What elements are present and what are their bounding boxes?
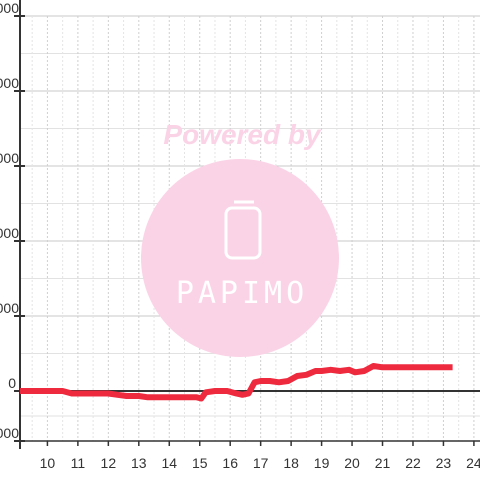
- y-tick-label: 90,000: [0, 150, 19, 166]
- series-line: [20, 363, 453, 402]
- x-tick-label: 12: [101, 455, 117, 471]
- x-tick-label: 22: [405, 455, 421, 471]
- x-tick-label: 20: [344, 455, 360, 471]
- x-tick-label: 15: [192, 455, 208, 471]
- x-tick-label: 24: [466, 455, 480, 471]
- x-tick-label: 21: [375, 455, 391, 471]
- x-tick-label: 16: [222, 455, 238, 471]
- watermark-powered-by: Powered by: [163, 119, 322, 150]
- x-tick-label: 18: [283, 455, 299, 471]
- phone-icon: [224, 200, 262, 260]
- y-tick-label: 30,000: [0, 300, 19, 316]
- x-tick-label: 13: [131, 455, 147, 471]
- y-tick-label: 0: [8, 375, 16, 391]
- y-tick-label: 150,000: [0, 0, 19, 16]
- x-tick-label: 17: [253, 455, 269, 471]
- watermark-brand: PAPIMO: [176, 276, 308, 311]
- watermark: Powered by PAPIMO: [141, 119, 339, 357]
- y-tick-label: 60,000: [0, 225, 19, 241]
- x-tick-label: 14: [161, 455, 177, 471]
- y-tick-label: -20,000: [0, 425, 19, 441]
- x-tick-label: 23: [436, 455, 452, 471]
- x-tick-label: 11: [71, 455, 86, 471]
- x-tick-label: 10: [40, 455, 56, 471]
- y-tick-label: 120,000: [0, 75, 19, 91]
- series-layer: [20, 363, 453, 402]
- x-tick-label: 19: [314, 455, 330, 471]
